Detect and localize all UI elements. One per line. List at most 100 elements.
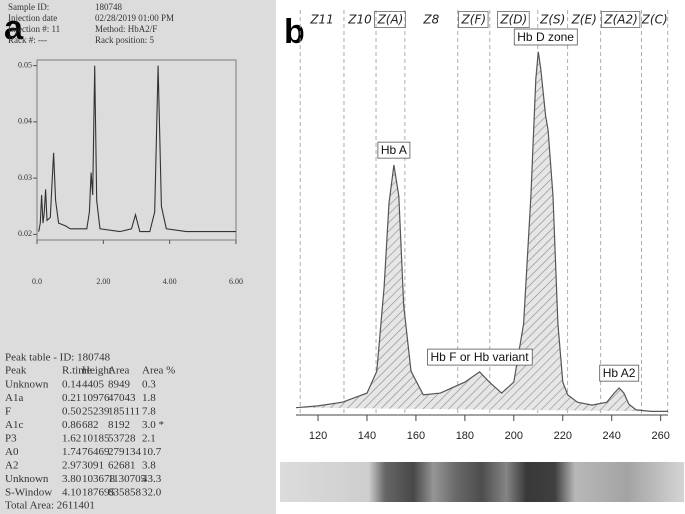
table-cell: 682: [82, 419, 99, 431]
table-cell: 3.0 *: [142, 419, 164, 431]
table-title: Peak table - ID: 180748: [5, 352, 111, 364]
plot-frame: [36, 59, 237, 241]
table-cell: P3: [5, 433, 17, 445]
table-cell: 43.3: [142, 473, 162, 485]
table-cell: 1.62: [62, 433, 81, 445]
table-header: Peak: [5, 365, 27, 377]
table-cell: 3091: [82, 460, 104, 472]
zone-box: [601, 11, 641, 28]
table-cell: 0.86: [62, 419, 82, 431]
zone-label: Z(A): [377, 13, 404, 27]
table-cell: F: [5, 406, 11, 418]
table-total: Total Area: 2611401: [5, 500, 95, 512]
header-text: Method: HbA2/F: [95, 24, 157, 34]
zone-box: [497, 11, 530, 28]
table-cell: 1130705: [108, 473, 147, 485]
table-cell: 103678: [82, 473, 116, 485]
header-text: Rack #: ---: [8, 35, 47, 45]
annotation-box: [427, 348, 533, 366]
panel-a: Sample ID: 180748 Injection date 02/28/2019…: [5, 2, 243, 511]
table-cell: 2.97: [62, 460, 82, 472]
table-cell: A2: [5, 460, 18, 472]
table-cell: 0.21: [62, 392, 81, 404]
table-cell: 3.8: [142, 460, 156, 472]
table-cell: S-Window: [5, 487, 52, 499]
table-cell: 25239: [82, 406, 110, 418]
table-cell: 187695: [82, 487, 116, 499]
zone-label: Z8: [422, 13, 439, 27]
peak-annotation: Hb D zone: [517, 30, 574, 44]
x-tick-label: 4.00: [163, 277, 177, 286]
x-tick-label: 200: [505, 430, 523, 442]
x-tick-label: 6.00: [229, 277, 243, 286]
header-text: 180748: [95, 2, 123, 12]
table-cell: 4.10: [62, 487, 82, 499]
x-tick-label: 2.00: [96, 277, 110, 286]
table-header: Area %: [142, 365, 175, 377]
panel-label: b: [284, 13, 305, 51]
table-cell: 0.14: [62, 379, 82, 391]
zone-box: [458, 11, 489, 28]
table-header: Height: [82, 365, 112, 377]
table-cell: A0: [5, 446, 19, 458]
x-tick-label: 160: [407, 430, 425, 442]
table-cell: 76469: [82, 446, 110, 458]
trace: [38, 65, 236, 233]
table-cell: 53728: [108, 433, 136, 445]
table-cell: 3.80: [62, 473, 82, 485]
table-cell: 10976: [82, 392, 110, 404]
panel-b: Z11 Z10 Z(A) Z8 Z(F) Z(D) Z(S) Z(E) Z(A2) Z(C) 120…: [295, 10, 670, 442]
peak-annotation: Hb A2: [603, 366, 636, 380]
zone-label: Z11: [309, 13, 334, 27]
annotation-box: [513, 28, 578, 46]
table-header: R.time: [62, 365, 92, 377]
table-cell: 279134: [108, 446, 142, 458]
table-cell: 8192: [108, 419, 130, 431]
table-cell: 8949: [108, 379, 131, 391]
y-tick-label: 0.03: [18, 173, 32, 182]
annotation-box: [377, 141, 411, 159]
table-cell: 10185: [82, 433, 110, 445]
table-header: Area: [108, 365, 129, 377]
peak-annotation: Hb A: [381, 143, 407, 157]
table-cell: 4405: [82, 379, 105, 391]
table-cell: 835858: [108, 487, 142, 499]
y-tick-label: 0.04: [18, 117, 32, 126]
y-tick-label: 0.05: [18, 60, 32, 69]
table-cell: 62681: [108, 460, 136, 472]
x-tick-label: 180: [456, 430, 474, 442]
zone-label: Z(A2): [603, 13, 637, 27]
table-cell: 32.0: [142, 487, 162, 499]
header-text: Injection #: 11: [8, 24, 60, 34]
zone-label: Z(E): [571, 13, 597, 27]
panel-label: a: [4, 9, 24, 47]
table-cell: 185111: [108, 406, 140, 418]
header-text: Sample ID:: [8, 2, 49, 12]
x-tick-label: 0.0: [32, 277, 42, 286]
annotation-box: [599, 364, 640, 382]
table-cell: 2.1: [142, 433, 156, 445]
table-cell: 1.8: [142, 392, 156, 404]
table-cell: 1.74: [62, 446, 82, 458]
zone-label: Z(F): [461, 13, 487, 27]
zone-label: Z(D): [499, 13, 527, 27]
zone-label: Z(C): [641, 13, 668, 27]
table-cell: 47043: [108, 392, 136, 404]
table-cell: 10.7: [142, 446, 162, 458]
header-text: Injection date: [8, 13, 57, 23]
panel-b-background: [276, 0, 685, 514]
electropherogram: [295, 51, 668, 412]
zone-label: Z(S): [539, 13, 565, 27]
x-tick-label: 220: [554, 430, 572, 442]
peak-annotation: Hb F or Hb variant: [431, 350, 530, 364]
table-cell: 0.3: [142, 379, 156, 391]
table-cell: 7.8: [142, 406, 156, 418]
x-tick-label: 120: [309, 430, 327, 442]
table-cell: A1c: [5, 419, 23, 431]
y-tick-label: 0.02: [18, 229, 32, 238]
gel-strip: [280, 462, 685, 502]
zone-label: Z10: [347, 13, 372, 27]
zone-box: [374, 11, 406, 28]
x-tick-label: 240: [603, 430, 621, 442]
